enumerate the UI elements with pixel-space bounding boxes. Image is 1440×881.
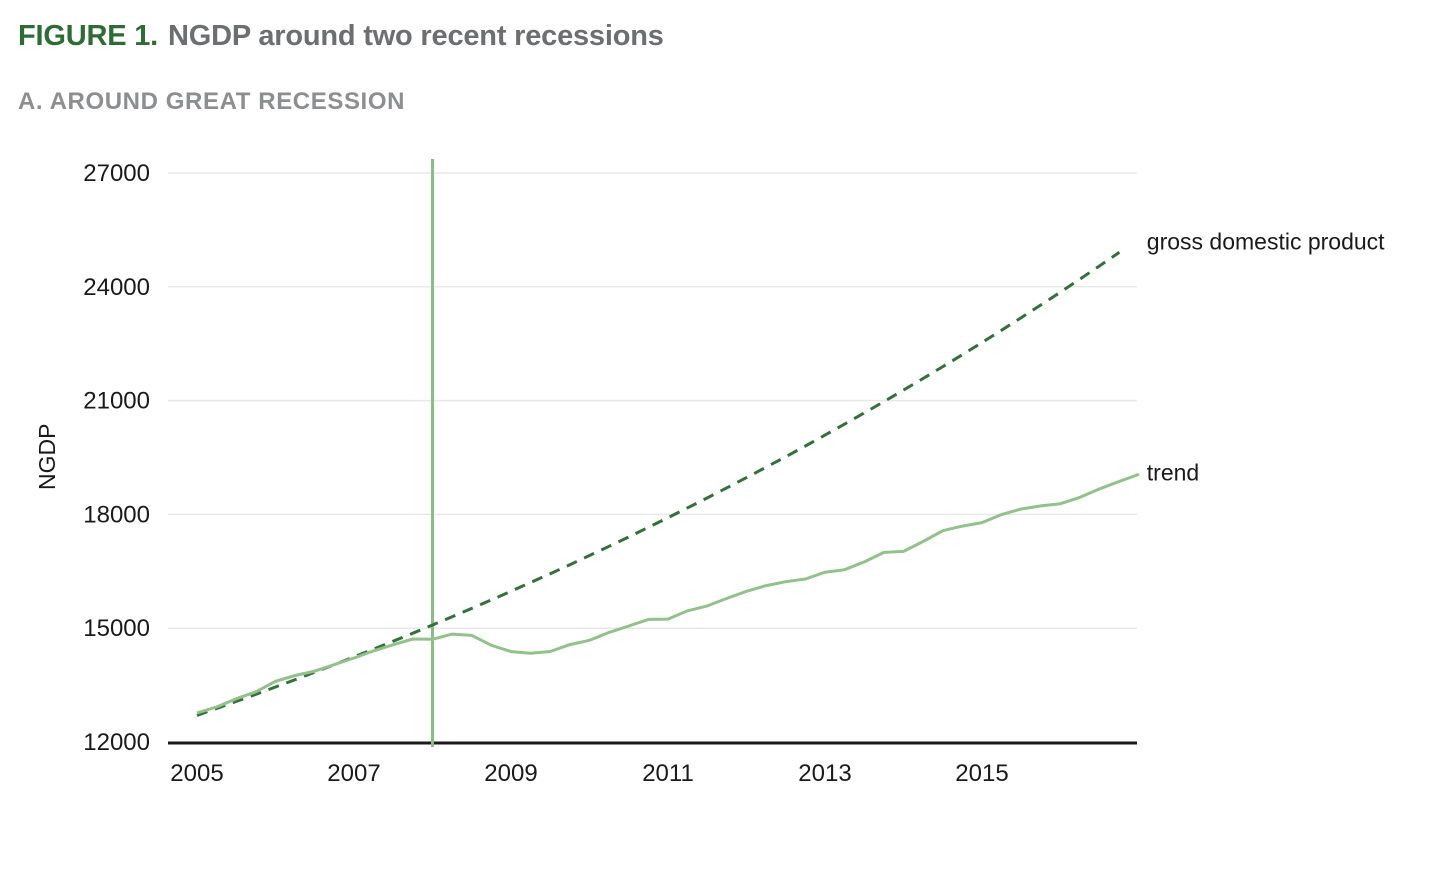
series-end-label: trend [1147,460,1199,486]
series-line-trend [196,472,1140,715]
figure-title-text: NGDP around two recent recessions [168,20,664,52]
x-tick-label: 2005 [170,760,223,787]
series-line-gross-domestic-product [196,251,1121,717]
x-tick-label: 2015 [955,760,1008,787]
y-tick-label: 15000 [83,615,150,642]
x-tick-label: 2007 [327,760,380,787]
y-tick-label: 24000 [83,274,150,301]
x-tick-label: 2009 [484,760,537,787]
figure-title: FIGURE 1. NGDP around two recent recessio… [18,20,664,53]
y-tick-label: 18000 [83,501,150,528]
x-tick-label: 2011 [642,760,694,787]
panel-title: A. AROUND GREAT RECESSION [18,88,406,115]
figure-label: FIGURE 1. [18,20,158,52]
y-tick-label: 27000 [83,160,150,187]
y-tick-label: 21000 [83,388,150,415]
y-tick-label: 12000 [83,729,150,756]
x-tick-label: 2013 [798,760,851,787]
series-end-label: gross domestic product [1147,228,1385,254]
